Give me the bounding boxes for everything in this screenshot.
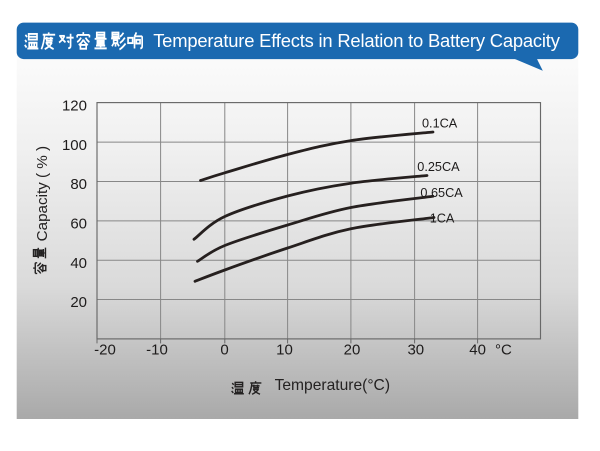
svg-text:0.1CA: 0.1CA <box>422 117 458 131</box>
svg-text:-20: -20 <box>94 342 116 359</box>
svg-text:0.65CA: 0.65CA <box>420 186 463 200</box>
svg-text:1CA: 1CA <box>430 212 455 226</box>
svg-text:40: 40 <box>70 255 87 272</box>
svg-text:80: 80 <box>70 176 87 193</box>
svg-text:20: 20 <box>344 342 361 359</box>
svg-text:0.25CA: 0.25CA <box>417 160 460 174</box>
svg-text:120: 120 <box>62 97 87 114</box>
svg-text:-10: -10 <box>146 342 168 359</box>
svg-text:60: 60 <box>70 216 87 233</box>
svg-text:Capacity ( % ): Capacity ( % ) <box>34 146 51 241</box>
svg-text:°C: °C <box>495 342 512 359</box>
svg-text:30: 30 <box>407 342 424 359</box>
svg-text:0: 0 <box>220 342 228 359</box>
svg-text:40: 40 <box>469 342 486 359</box>
svg-text:Temperature(°C): Temperature(°C) <box>275 377 390 394</box>
svg-text:100: 100 <box>62 137 87 154</box>
svg-text:20: 20 <box>70 294 87 311</box>
svg-text:10: 10 <box>276 342 293 359</box>
svg-text:Temperature Effects in Relatio: Temperature Effects in Relation to Batte… <box>153 30 561 51</box>
